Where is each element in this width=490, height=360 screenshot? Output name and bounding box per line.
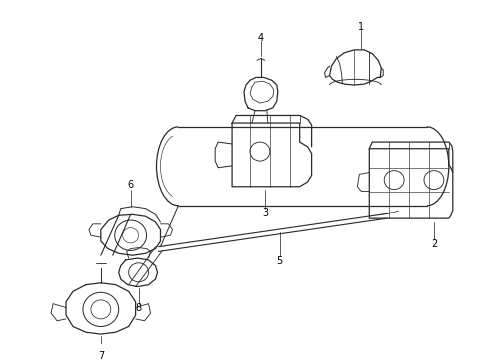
Text: 2: 2 (431, 239, 437, 249)
Text: 4: 4 (258, 32, 264, 42)
Text: 3: 3 (262, 208, 268, 219)
Text: 5: 5 (277, 256, 283, 266)
Text: 7: 7 (98, 351, 104, 360)
Text: 6: 6 (127, 180, 134, 190)
Text: 8: 8 (136, 303, 142, 314)
Text: 1: 1 (358, 22, 365, 32)
